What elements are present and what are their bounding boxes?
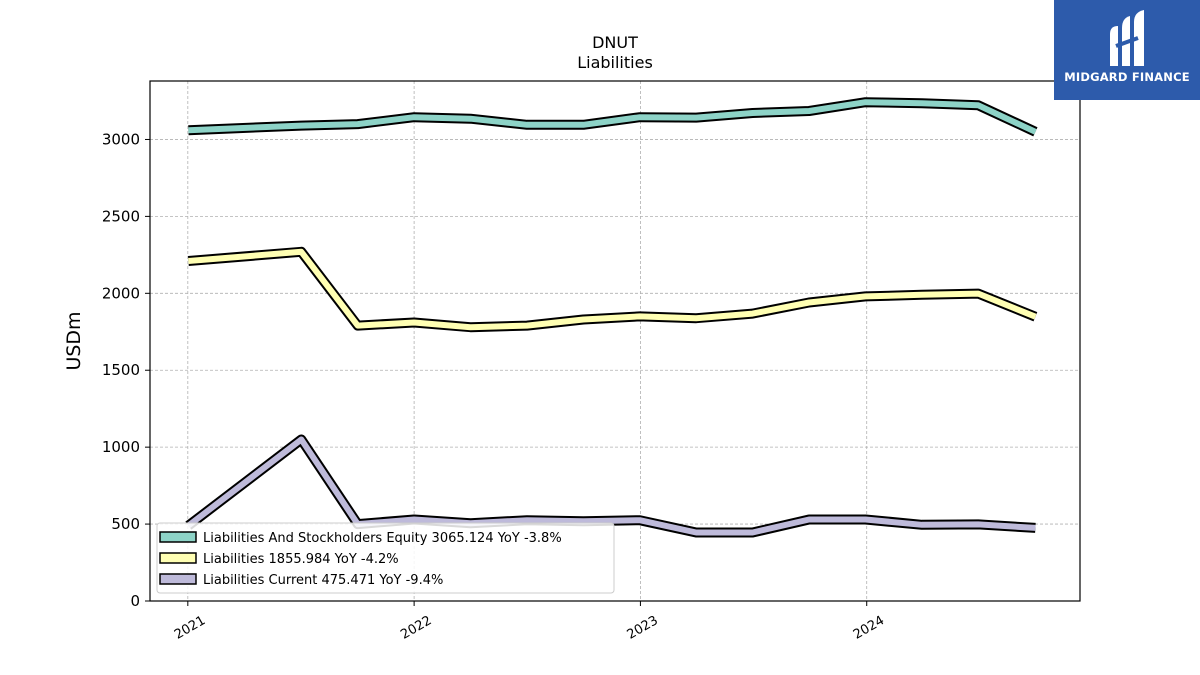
y-tick-label: 1000 bbox=[102, 438, 140, 456]
brand-logo: MIDGARD FINANCE bbox=[1054, 0, 1200, 100]
y-tick-label: 2500 bbox=[102, 207, 140, 225]
legend-box bbox=[156, 522, 615, 594]
brand-name: MIDGARD FINANCE bbox=[1064, 70, 1190, 84]
chart-title: DNUT bbox=[592, 33, 638, 52]
legend-entry: Liabilities And Stockholders Equity 3065… bbox=[203, 531, 562, 546]
legend-entry: Liabilities 1855.984 YoY -4.2% bbox=[203, 552, 399, 567]
legend-swatch bbox=[159, 573, 197, 585]
y-tick-label: 3000 bbox=[102, 130, 140, 148]
legend-swatch bbox=[159, 552, 197, 564]
y-tick-label: 2000 bbox=[102, 284, 140, 302]
chart-subtitle: Liabilities bbox=[577, 53, 653, 72]
legend-entry: Liabilities Current 475.471 YoY -9.4% bbox=[203, 573, 443, 588]
x-tick-label: 2021 bbox=[172, 613, 208, 643]
plot-frame bbox=[149, 80, 1081, 602]
series-line-1 bbox=[188, 248, 1037, 331]
x-tick-label: 2023 bbox=[625, 613, 661, 643]
midgard-logo-icon bbox=[1110, 10, 1144, 66]
y-tick-label: 0 bbox=[130, 592, 140, 610]
y-axis-label: USDm bbox=[63, 311, 85, 370]
y-tick-label: 500 bbox=[111, 515, 140, 533]
x-tick-label: 2022 bbox=[398, 613, 434, 643]
legend-swatch bbox=[159, 531, 197, 543]
series-line-0 bbox=[188, 99, 1037, 135]
x-tick-label: 2024 bbox=[851, 613, 887, 643]
y-tick-label: 1500 bbox=[102, 361, 140, 379]
